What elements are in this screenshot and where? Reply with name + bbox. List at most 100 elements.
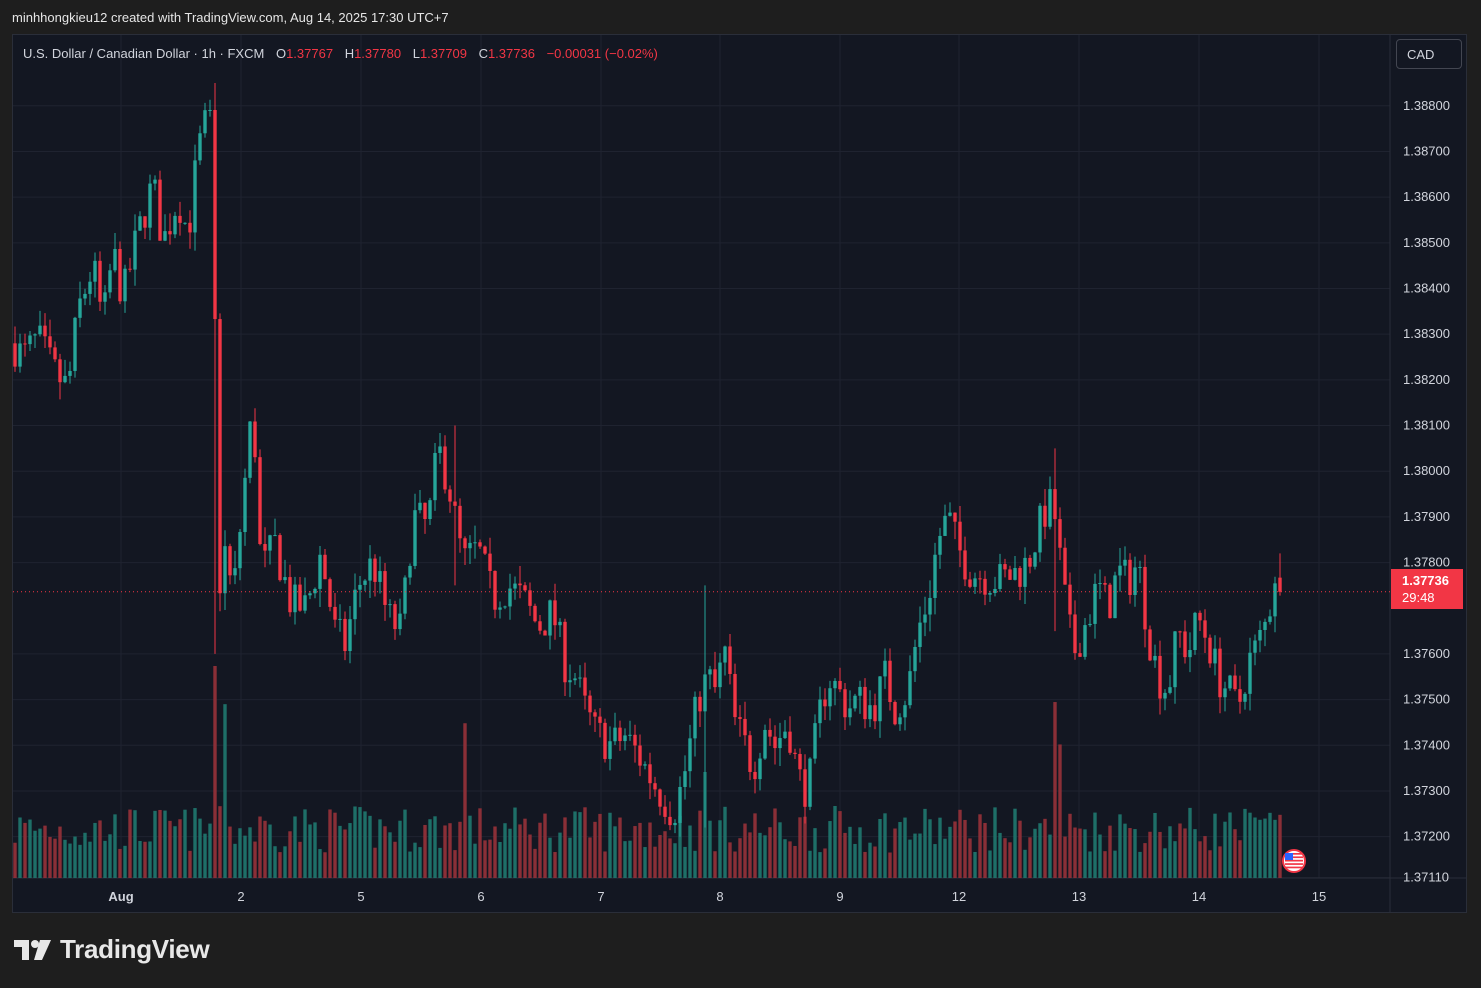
candle-body — [1158, 655, 1162, 699]
volume-bar — [713, 851, 717, 878]
time-axis-label: 7 — [597, 889, 604, 904]
volume-bar — [158, 809, 162, 878]
volume-bar — [283, 846, 287, 878]
volume-bar — [833, 806, 837, 878]
candle-body — [673, 822, 677, 826]
candle-body — [178, 215, 182, 223]
price-chart[interactable]: 1.38800 1.38700 1.38600 1.38500 1.38400 1.383… — [13, 35, 1466, 912]
candle-body — [743, 718, 747, 736]
volume-bar — [588, 837, 592, 878]
volume-bar — [1193, 829, 1197, 878]
price-axis-label: 1.37500 — [1403, 692, 1450, 707]
volume-bar — [648, 822, 652, 878]
candle-body — [1173, 631, 1177, 688]
candle-body — [378, 571, 382, 582]
candle-body — [1168, 687, 1172, 693]
volume-bar — [1098, 834, 1102, 878]
candle-body — [548, 600, 552, 636]
candle-body — [568, 680, 572, 683]
candle-body — [683, 771, 687, 787]
candle-body — [323, 554, 327, 580]
candle-body — [398, 613, 402, 630]
close-label: C — [478, 46, 488, 61]
volume-bar — [1063, 836, 1067, 878]
currency-button[interactable]: CAD — [1396, 39, 1462, 69]
candle-body — [688, 738, 692, 772]
candle-body — [648, 764, 652, 784]
candle-body — [653, 783, 657, 790]
candle-body — [58, 359, 62, 383]
time-axis-label: 5 — [357, 889, 364, 904]
volume-bar — [183, 809, 187, 878]
volume-bar — [968, 838, 972, 878]
candle-body — [1073, 614, 1077, 654]
symbol-title[interactable]: U.S. Dollar / Canadian Dollar · 1h · FXC… — [23, 46, 265, 61]
volume-bar — [1048, 834, 1052, 878]
candle-body — [138, 216, 142, 231]
volume-bar — [1113, 850, 1117, 878]
volume-bar — [553, 852, 557, 878]
volume-bar — [948, 826, 952, 878]
volume-bar — [508, 828, 512, 878]
volume-bar — [728, 842, 732, 878]
candle-body — [403, 577, 407, 614]
volume-bar — [1153, 812, 1157, 878]
candle-body — [728, 646, 732, 674]
volume-bar — [23, 822, 27, 878]
volume-bar — [1268, 812, 1272, 878]
candle-body — [218, 319, 222, 594]
time-axis-label: 12 — [952, 889, 966, 904]
volume-bar — [318, 849, 322, 878]
candle-body — [638, 745, 642, 766]
chart-pane[interactable]: 1.38800 1.38700 1.38600 1.38500 1.38400 1.383… — [12, 34, 1467, 913]
volume-bar — [418, 847, 422, 878]
time-axis-label: Aug — [108, 889, 133, 904]
candle-body — [1268, 616, 1272, 622]
volume-bar — [843, 832, 847, 878]
candle-body — [508, 588, 512, 607]
candle-body — [1203, 620, 1207, 638]
candle-body — [1223, 688, 1227, 698]
volume-bar — [1168, 826, 1172, 878]
candle-body — [693, 696, 697, 739]
volume-bar — [1128, 828, 1132, 878]
price-axis-label: 1.37200 — [1403, 829, 1450, 844]
volume-bar — [473, 843, 477, 878]
volume-bar — [688, 825, 692, 878]
volume-bar — [448, 823, 452, 878]
candle-body — [848, 708, 852, 718]
volume-bar — [153, 810, 157, 878]
volume-bar — [1198, 841, 1202, 878]
candle-body — [308, 593, 312, 596]
candle-body — [858, 686, 862, 696]
volume-bar — [413, 842, 417, 878]
candle-body — [528, 590, 532, 606]
candle-body — [213, 109, 217, 320]
volume-bar — [13, 842, 17, 878]
candle-body — [823, 699, 827, 707]
candle-body — [1123, 559, 1127, 566]
candle-body — [153, 179, 157, 184]
candle-body — [163, 231, 167, 241]
volume-bar — [1228, 812, 1232, 878]
price-axis-label: 1.37900 — [1403, 509, 1450, 524]
candle-body — [918, 622, 922, 647]
price-axis-label: 1.37400 — [1403, 737, 1450, 752]
brand[interactable]: TradingView — [14, 934, 210, 965]
candle-body — [273, 535, 277, 537]
price-axis-label: 1.37600 — [1403, 646, 1450, 661]
candle-body — [1018, 568, 1022, 587]
volume-bar — [638, 822, 642, 878]
candle-body — [888, 660, 892, 702]
volume-bar — [1068, 813, 1072, 878]
time-axis-label: 9 — [836, 889, 843, 904]
candle-body — [1098, 583, 1102, 585]
candle-body — [488, 553, 492, 571]
candle-body — [668, 816, 672, 826]
volume-bar — [1253, 817, 1257, 878]
volume-bar — [338, 825, 342, 878]
candle-body — [368, 558, 372, 581]
candle-body — [733, 673, 737, 718]
candle-body — [78, 298, 82, 318]
volume-bar — [1083, 829, 1087, 878]
